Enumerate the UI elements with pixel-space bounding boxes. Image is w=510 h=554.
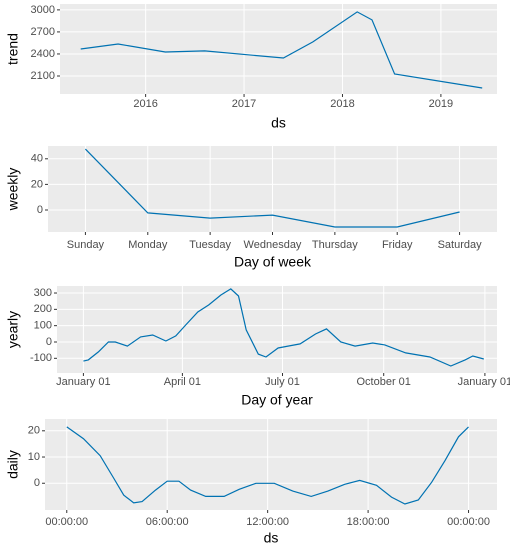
- x-tick-label: Saturday: [438, 239, 483, 251]
- y-tick-label: 200: [34, 303, 52, 315]
- x-tick-label: April 01: [164, 376, 201, 388]
- x-tick-label: Friday: [382, 239, 413, 251]
- x-axis-title: Day of week: [234, 254, 312, 270]
- x-tick-label: 12:00:00: [246, 516, 289, 528]
- x-tick-label: 2018: [330, 98, 354, 110]
- y-tick-label: -100: [30, 352, 52, 364]
- y-tick-label: 0: [34, 477, 40, 489]
- y-tick-label: 300: [34, 287, 52, 299]
- x-tick-label: 18:00:00: [347, 516, 390, 528]
- x-axis-title: ds: [264, 530, 279, 546]
- panel-background: [57, 286, 497, 373]
- y-tick-label: 40: [31, 153, 43, 165]
- y-tick-label: 10: [28, 451, 40, 463]
- y-axis-title: trend: [5, 33, 21, 65]
- panel-background: [45, 419, 497, 510]
- x-tick-label: January 01: [458, 376, 510, 388]
- x-tick-label: Monday: [128, 239, 168, 251]
- x-tick-label: January 01: [56, 376, 110, 388]
- y-tick-label: 2400: [31, 48, 55, 60]
- panel-background: [60, 4, 497, 94]
- y-tick-label: 3000: [31, 4, 55, 16]
- x-tick-label: October 01: [356, 376, 410, 388]
- x-tick-label: Tuesday: [189, 239, 231, 251]
- trend-line: [66, 426, 469, 505]
- y-tick-label: 100: [34, 320, 52, 332]
- x-axis-title: ds: [271, 115, 286, 131]
- x-axis-title: Day of year: [241, 392, 313, 408]
- x-tick-label: July 01: [265, 376, 300, 388]
- x-tick-label: Wednesday: [244, 239, 302, 251]
- y-axis-title: daily: [5, 450, 21, 479]
- x-tick-label: 2016: [133, 98, 157, 110]
- y-tick-label: 0: [46, 336, 52, 348]
- y-axis-title: yearly: [5, 311, 21, 348]
- x-tick-label: Thursday: [312, 239, 358, 251]
- trend-line: [83, 288, 484, 367]
- x-tick-label: 2017: [232, 98, 256, 110]
- y-axis-title: weekly: [5, 168, 21, 212]
- y-tick-label: 20: [28, 425, 40, 437]
- y-tick-label: 20: [31, 178, 43, 190]
- y-tick-label: 2100: [31, 70, 55, 82]
- trend-line: [84, 148, 460, 228]
- x-tick-label: 2019: [429, 98, 453, 110]
- y-tick-label: 2700: [31, 26, 55, 38]
- x-tick-label: Sunday: [67, 239, 105, 251]
- y-tick-label: 0: [37, 204, 43, 216]
- x-tick-label: 00:00:00: [447, 516, 490, 528]
- x-tick-label: 06:00:00: [146, 516, 189, 528]
- x-tick-label: 00:00:00: [45, 516, 88, 528]
- trend-line: [80, 11, 483, 89]
